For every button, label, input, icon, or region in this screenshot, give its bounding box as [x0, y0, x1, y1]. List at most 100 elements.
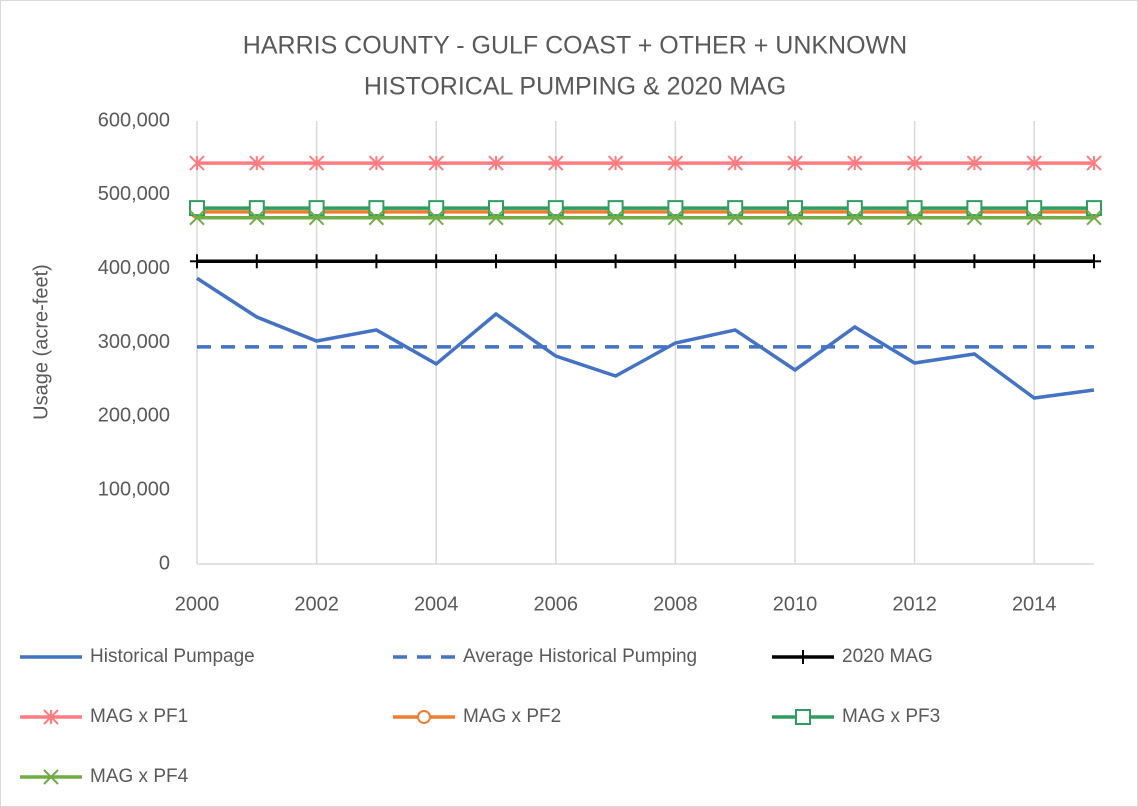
y-tick-label: 500,000 — [98, 183, 170, 205]
marker — [189, 200, 205, 217]
marker — [795, 709, 811, 725]
chart-title: HARRIS COUNTY - GULF COAST + OTHER + UNK… — [243, 32, 907, 60]
marker — [189, 155, 205, 171]
marker — [429, 254, 444, 269]
legend-label: Average Historical Pumping — [463, 646, 697, 667]
marker-part — [547, 200, 564, 217]
marker — [1086, 155, 1102, 171]
marker — [966, 200, 983, 217]
marker — [248, 200, 265, 217]
legend-item: MAG x PF2 — [393, 706, 561, 727]
marker — [966, 210, 983, 226]
marker-part — [966, 210, 983, 226]
marker — [368, 210, 385, 226]
x-tick-label: 2000 — [175, 593, 220, 615]
y-tick-label: 300,000 — [98, 331, 170, 353]
marker — [428, 200, 445, 217]
marker-part — [787, 210, 803, 226]
marker — [1087, 254, 1101, 269]
marker — [788, 254, 802, 269]
marker — [1026, 200, 1043, 217]
marker-part — [847, 210, 863, 226]
legend-label: MAG x PF3 — [842, 706, 940, 727]
marker — [488, 155, 504, 171]
marker — [368, 155, 385, 171]
x-tick-label: 2006 — [534, 593, 579, 615]
marker-part — [488, 200, 504, 217]
marker — [308, 210, 325, 226]
marker-part — [906, 210, 923, 226]
y-tick-label: 200,000 — [98, 405, 170, 427]
marker — [369, 254, 384, 269]
marker — [787, 200, 803, 217]
marker — [308, 200, 325, 217]
marker — [189, 210, 205, 226]
marker — [847, 254, 862, 269]
legend-label: Historical Pumpage — [90, 646, 255, 667]
marker-part — [43, 769, 59, 785]
marker-part — [795, 709, 811, 725]
legend-label: MAG x PF2 — [463, 706, 561, 727]
marker — [1026, 155, 1042, 171]
marker — [1086, 210, 1102, 226]
marker-part — [727, 200, 744, 217]
x-tick-label: 2014 — [1012, 593, 1057, 615]
marker-part — [966, 200, 983, 217]
marker — [787, 155, 803, 171]
marker — [667, 210, 684, 226]
marker-part — [308, 200, 325, 217]
marker — [1086, 200, 1102, 217]
marker — [667, 200, 684, 217]
marker — [607, 200, 624, 217]
marker — [309, 254, 324, 269]
marker-part — [428, 200, 445, 217]
marker-part — [667, 200, 684, 217]
marker-part — [787, 200, 803, 217]
legend-item: Average Historical Pumping — [393, 646, 697, 667]
y-tick-label: 0 — [159, 552, 170, 574]
marker — [1026, 210, 1042, 226]
marker — [548, 254, 563, 269]
marker — [907, 254, 922, 269]
marker — [43, 709, 59, 725]
x-tick-label: 2004 — [414, 593, 459, 615]
x-tick-label: 2008 — [653, 593, 698, 615]
marker — [967, 254, 982, 269]
x-tick-label: 2010 — [773, 593, 818, 615]
y-axis-label: Usage (acre-feet) — [30, 264, 52, 420]
marker — [428, 155, 444, 171]
legend-item: MAG x PF4 — [20, 766, 189, 787]
marker — [906, 155, 923, 171]
marker — [548, 210, 564, 226]
chart-title: HISTORICAL PUMPING & 2020 MAG — [364, 73, 786, 101]
marker — [368, 200, 385, 217]
marker — [727, 210, 743, 226]
marker-part — [846, 200, 863, 217]
marker-part — [248, 200, 265, 217]
marker-part — [189, 210, 205, 226]
marker — [966, 155, 983, 171]
marker — [668, 254, 683, 269]
marker — [308, 155, 325, 171]
marker — [428, 210, 444, 226]
marker — [728, 254, 743, 269]
y-tick-label: 400,000 — [98, 257, 170, 279]
marker — [489, 254, 503, 269]
x-tick-label: 2012 — [892, 593, 937, 615]
marker — [488, 210, 504, 226]
legend-label: MAG x PF4 — [90, 766, 189, 787]
x-tick-label: 2002 — [294, 593, 339, 615]
marker-part — [189, 200, 205, 217]
legend-item: Historical Pumpage — [20, 646, 255, 667]
marker — [548, 155, 564, 171]
marker — [249, 155, 265, 171]
marker-part — [428, 210, 444, 226]
marker-part — [607, 210, 624, 226]
marker — [727, 155, 743, 171]
marker-part — [667, 210, 684, 226]
legend-item: MAG x PF3 — [772, 706, 940, 727]
marker-part — [1026, 210, 1042, 226]
marker — [787, 210, 803, 226]
